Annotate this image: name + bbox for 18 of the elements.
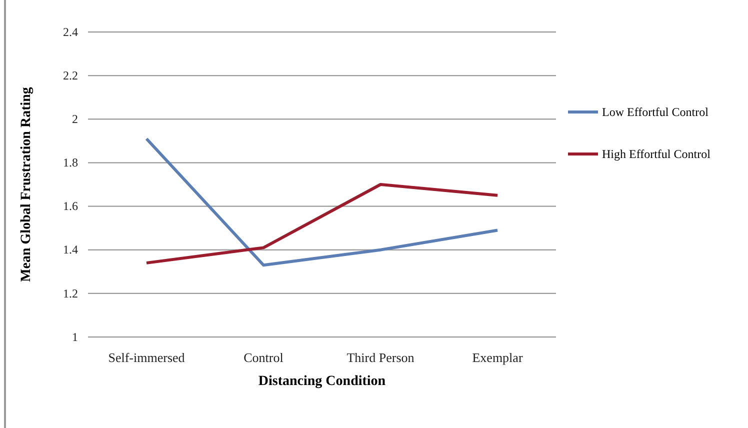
y-axis-title: Mean Global Frustration Rating <box>19 87 34 282</box>
y-tick-label: 1 <box>72 330 78 344</box>
legend-label: High Effortful Control <box>602 147 712 162</box>
line-series <box>145 183 499 264</box>
y-tick-label: 1.8 <box>63 156 78 170</box>
y-tick-label: 1.4 <box>63 242 78 257</box>
line-series <box>145 137 499 267</box>
y-tick-label: 1.6 <box>63 199 78 214</box>
x-tick-label: Control <box>244 350 284 366</box>
y-tick-label: 1.2 <box>63 286 78 300</box>
x-tick-label: Third Person <box>346 350 415 366</box>
x-axis-title: Distancing Condition <box>258 374 386 389</box>
y-tick-label: 2.2 <box>63 68 78 82</box>
legend-label: Low Effortful Control <box>602 105 710 120</box>
x-tick-label: Self-immersed <box>108 350 186 366</box>
x-tick-label: Exemplar <box>472 350 524 366</box>
y-tick-label: 2.4 <box>63 24 78 39</box>
y-tick-label: 2 <box>72 112 78 126</box>
